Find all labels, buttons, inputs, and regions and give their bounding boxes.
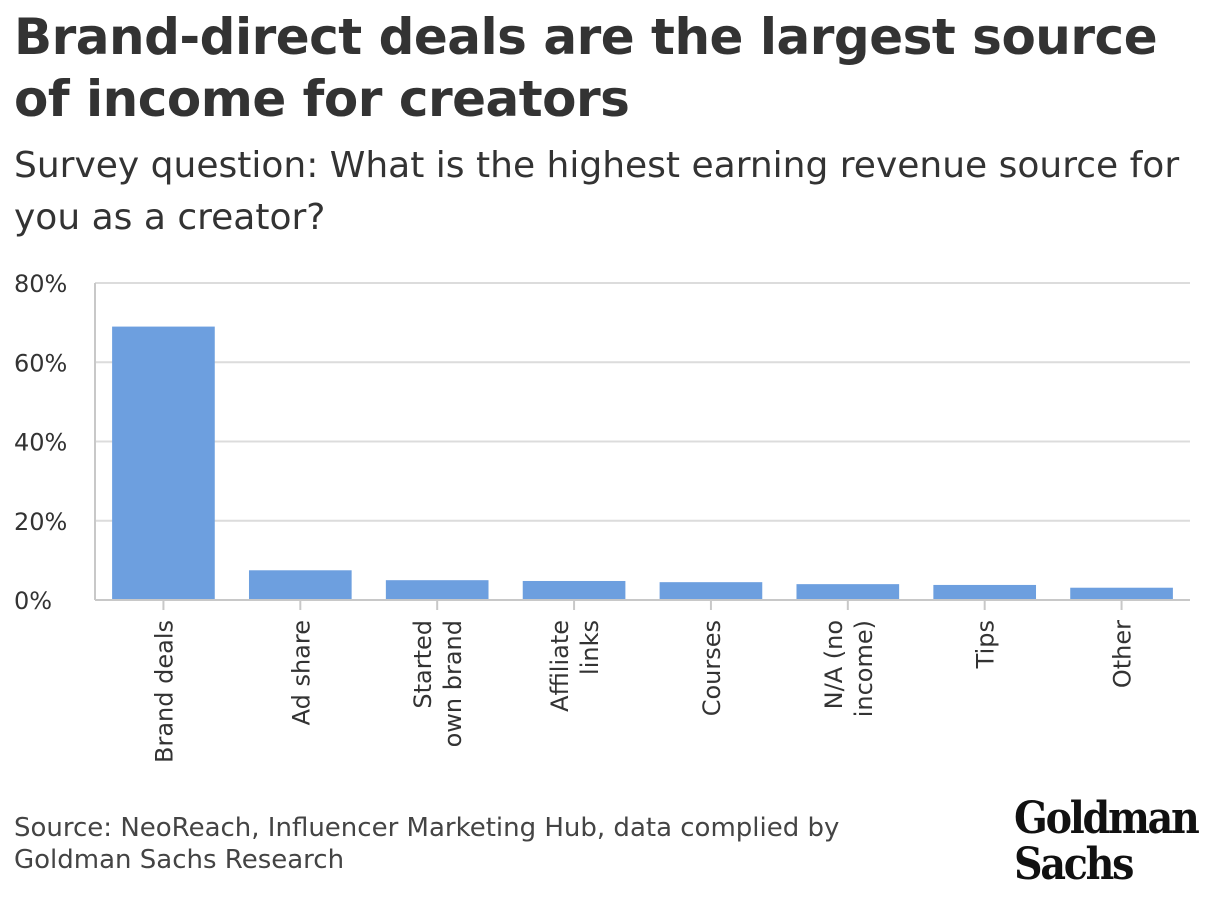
logo-line-2: Sachs	[1014, 839, 1134, 890]
y-tick-label-0: 0%	[14, 587, 52, 615]
x-tick-label-2: Startedown brand	[409, 620, 467, 747]
y-tick-label-20: 20%	[14, 508, 67, 536]
bar-3	[522, 580, 626, 600]
y-tick-label-80: 80%	[14, 270, 67, 298]
x-tick-label-0: Brand deals	[150, 620, 178, 763]
bar-2	[385, 580, 489, 600]
x-tick-label-line: Ad share	[287, 620, 315, 725]
bar-1	[248, 570, 352, 600]
x-tick-label-7: Other	[1109, 620, 1137, 688]
x-tick-label-line: Tips	[972, 620, 1000, 669]
x-tick-label-line: Affiliate	[546, 620, 574, 712]
chart-subtitle: Survey question: What is the highest ear…	[14, 145, 1180, 238]
x-tick-label-line: Courses	[698, 620, 726, 716]
x-tick-label-line: N/A (no	[820, 620, 848, 709]
x-tick-label-line: links	[576, 620, 604, 675]
goldman-sachs-logo: Goldman Sachs	[1014, 793, 1200, 890]
bar-5	[796, 584, 900, 600]
x-tick-label-line: own brand	[439, 620, 467, 747]
source-note: Source: NeoReach, Influencer Marketing H…	[14, 813, 840, 875]
x-tick-label-1: Ad share	[287, 620, 315, 725]
bar-chart: 0% 20% 40% 60% 80% Brand deals Ad share Started…	[14, 270, 1190, 763]
bar-4	[659, 582, 763, 600]
y-tick-label-60: 60%	[14, 349, 67, 377]
x-tick-label-line: Other	[1109, 620, 1137, 688]
x-tick-label-6: Tips	[972, 620, 1000, 669]
chart-title: Brand-direct deals are the largest sourc…	[14, 8, 1158, 128]
bar-0	[112, 326, 215, 600]
logo-line-1: Goldman	[1014, 793, 1200, 844]
x-tick-label-3: Affiliatelinks	[546, 620, 604, 712]
x-tick-label-5: N/A (noincome)	[820, 620, 878, 717]
x-tick-label-line: income)	[850, 620, 878, 717]
x-tick-label-4: Courses	[698, 620, 726, 716]
x-tick-label-line: Brand deals	[150, 620, 178, 763]
y-tick-label-40: 40%	[14, 429, 67, 457]
bar-7	[1070, 587, 1173, 600]
x-tick-label-line: Started	[409, 620, 437, 709]
bar-6	[933, 584, 1037, 600]
